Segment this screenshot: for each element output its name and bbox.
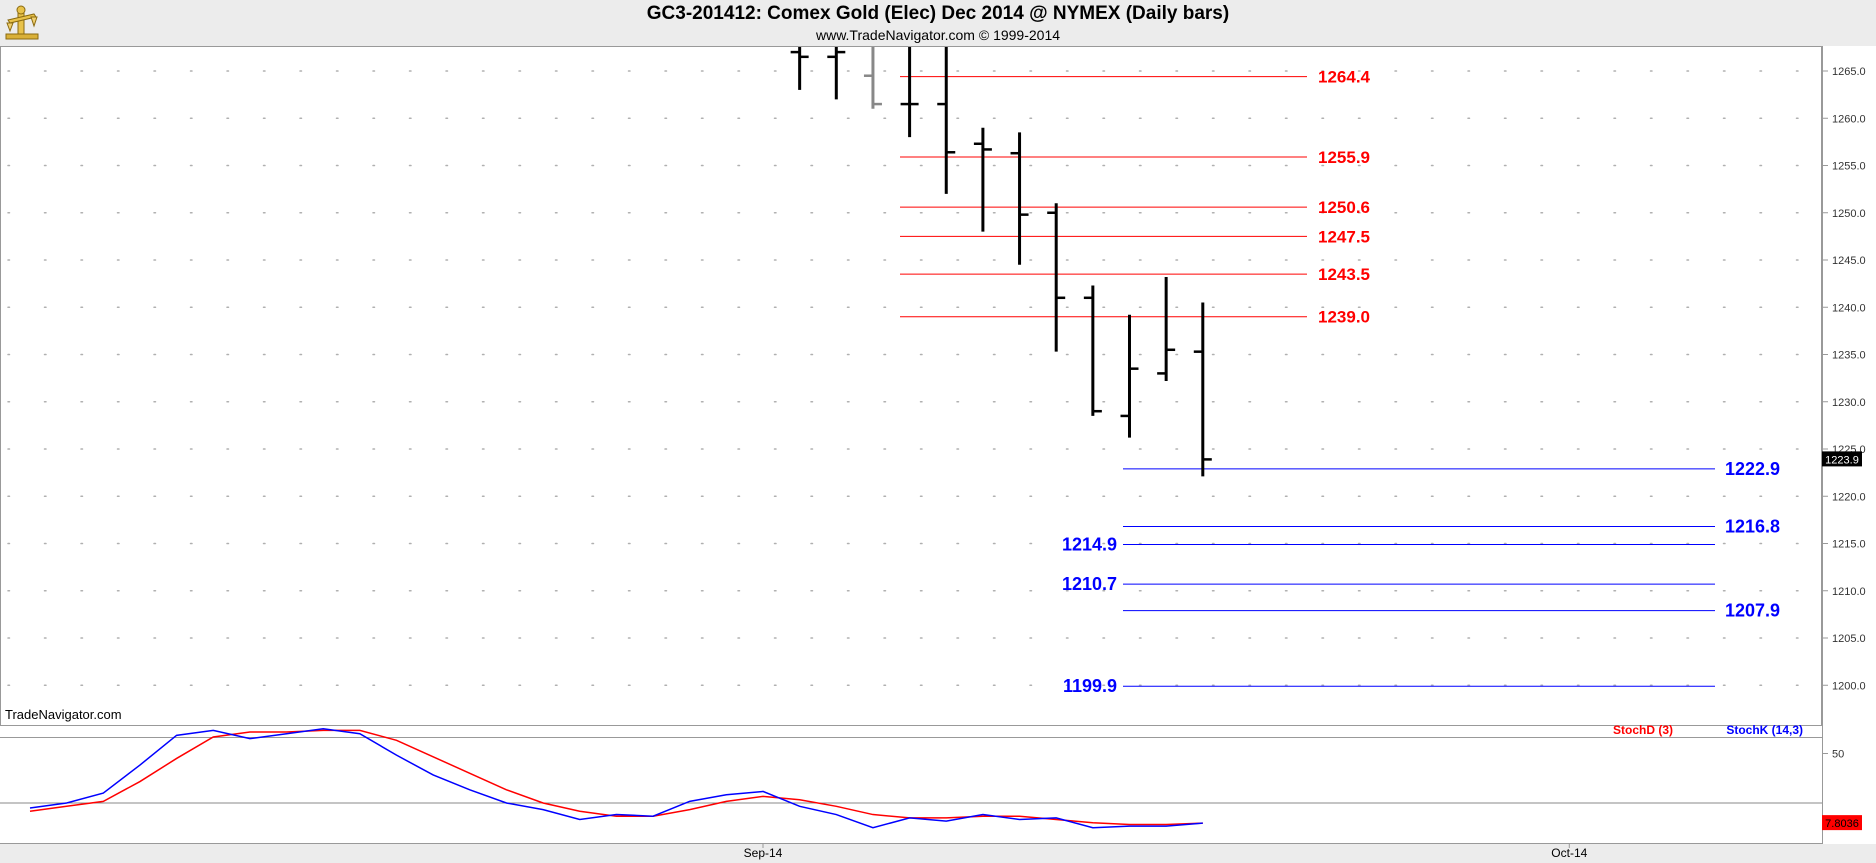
osc-last-value: 7.8036 xyxy=(1825,818,1859,830)
x-axis-band xyxy=(0,844,1876,863)
y-tick-label: 1205.0 xyxy=(1832,633,1866,645)
chart-subtitle: www.TradeNavigator.com © 1999-2014 xyxy=(815,27,1061,43)
osc-y-tick-label: 50 xyxy=(1832,749,1844,761)
support-label: 1207.9 xyxy=(1725,601,1780,621)
last-price-value: 1223.9 xyxy=(1825,454,1859,466)
main-plot-frame xyxy=(0,46,1822,726)
y-tick-label: 1245.0 xyxy=(1832,255,1866,267)
tradenavigator-logo-icon xyxy=(5,5,39,40)
x-tick-label: Sep-14 xyxy=(744,846,783,860)
resistance-label: 1239.0 xyxy=(1318,308,1370,327)
resistance-label: 1243.5 xyxy=(1318,265,1370,284)
chart-title: GC3-201412: Comex Gold (Elec) Dec 2014 @… xyxy=(646,3,1230,24)
stochk-line xyxy=(29,727,1203,829)
support-label: 1214.9 xyxy=(1062,534,1117,554)
support-label: 1216.8 xyxy=(1725,516,1780,536)
y-tick-label: 1230.0 xyxy=(1832,397,1866,409)
support-label: 1222.9 xyxy=(1725,459,1780,479)
last-price-badge xyxy=(1822,451,1862,467)
support-label: 1210.7 xyxy=(1062,574,1117,594)
y-tick-label: 1265.0 xyxy=(1832,66,1866,78)
y-tick-label: 1215.0 xyxy=(1832,539,1866,551)
watermark-label: TradeNavigator.com xyxy=(5,707,122,722)
osc-last-value-badge xyxy=(1822,815,1862,831)
resistance-label: 1264.4 xyxy=(1318,68,1371,87)
resistance-label: 1250.6 xyxy=(1318,198,1370,217)
y-tick-label: 1200.0 xyxy=(1832,680,1866,692)
y-tick-label: 1255.0 xyxy=(1832,161,1866,173)
y-tick-label: 1260.0 xyxy=(1832,113,1866,125)
support-label: 1199.9 xyxy=(1063,676,1117,696)
stochd-line xyxy=(29,729,1203,826)
y-tick-label: 1235.0 xyxy=(1832,350,1866,362)
legend-stochd: StochD (3) xyxy=(1613,723,1673,737)
x-tick-label: Oct-14 xyxy=(1551,846,1587,860)
resistance-label: 1247.5 xyxy=(1318,227,1370,246)
y-tick-label: 1250.0 xyxy=(1832,208,1866,220)
resistance-label: 1255.9 xyxy=(1318,148,1370,167)
y-tick-label: 1240.0 xyxy=(1832,302,1866,314)
chart-header xyxy=(0,0,1876,46)
legend-stochk: StochK (14,3) xyxy=(1726,723,1803,737)
y-tick-label: 1210.0 xyxy=(1832,586,1866,598)
y-tick-label: 1220.0 xyxy=(1832,491,1866,503)
